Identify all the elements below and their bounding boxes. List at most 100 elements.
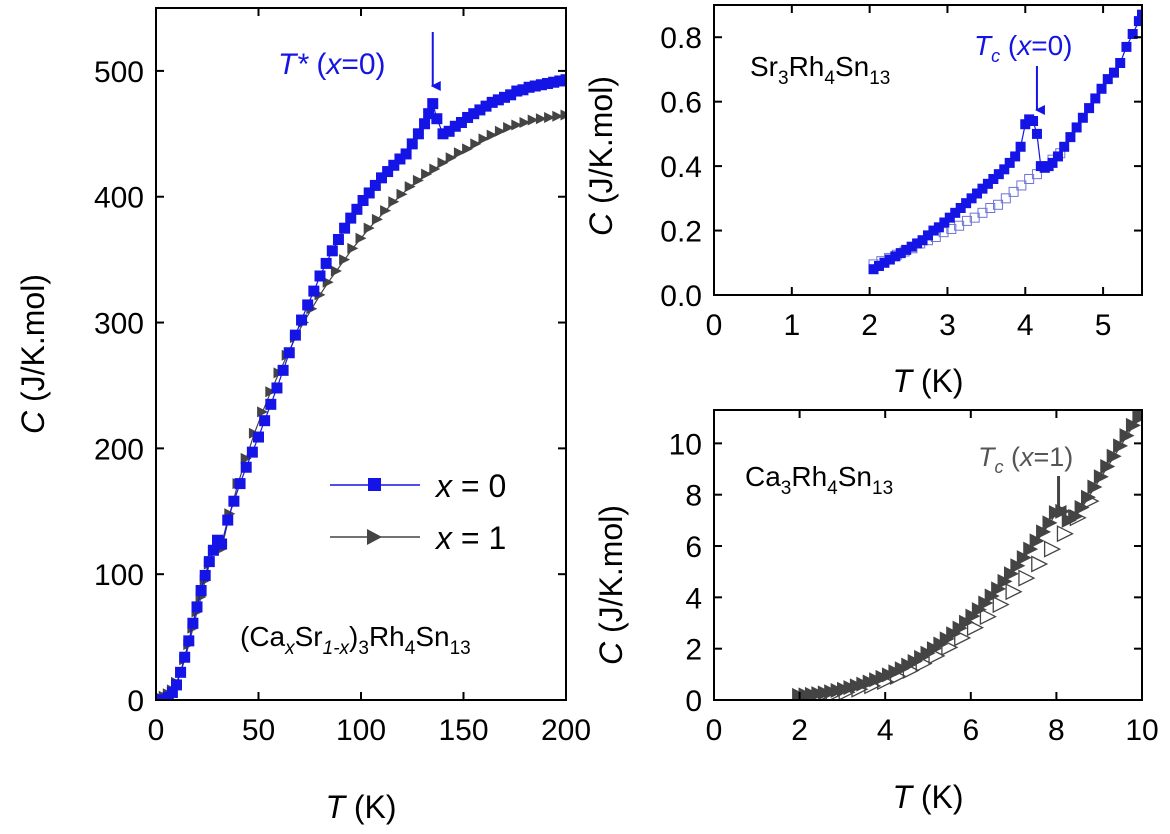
data-point [330, 265, 342, 277]
data-point [966, 619, 985, 637]
data-point [427, 98, 439, 110]
y-tick-label: 6 [685, 531, 702, 564]
x-tick-label: 8 [1048, 714, 1065, 747]
data-point [928, 225, 939, 236]
data-point [246, 446, 258, 458]
series-line [160, 79, 566, 700]
data-point [363, 187, 375, 199]
data-point [961, 198, 972, 209]
data-point [207, 544, 219, 556]
left-plot-area [156, 74, 566, 700]
series-0 [868, 9, 1142, 275]
data-point [873, 261, 884, 271]
data-point [240, 452, 252, 464]
data-point [997, 573, 1013, 589]
data-point [320, 257, 332, 269]
data-point [923, 230, 933, 241]
y-tick-label: 500 [94, 56, 144, 89]
data-point [400, 148, 412, 160]
data-point [939, 217, 950, 228]
data-point [431, 113, 443, 125]
data-point [429, 163, 441, 175]
data-point [535, 113, 547, 125]
data-point [982, 178, 993, 189]
data-point [326, 245, 338, 257]
data-point [308, 285, 320, 297]
bottom-right-tc-annotation: Tc (x=1) [978, 442, 1073, 477]
data-point [961, 215, 972, 226]
data-point [302, 299, 314, 311]
data-point [1077, 112, 1088, 123]
data-point [992, 595, 1010, 614]
left-compound-label: (CaxSr1-x)3Rh4Sn13 [240, 621, 471, 659]
data-point [1119, 428, 1135, 444]
data-point [1005, 583, 1023, 601]
data-point [449, 120, 461, 132]
data-point [499, 91, 510, 103]
series-0 [156, 74, 566, 700]
left-x-axis-title: T (K) [325, 789, 396, 825]
data-point [933, 222, 944, 233]
data-point [1074, 500, 1090, 516]
data-point [917, 235, 928, 246]
data-point [879, 257, 890, 268]
data-point [979, 608, 997, 626]
data-point [257, 406, 269, 418]
bottom-right-ticks: 0 2 4 6 8 10 0 2 4 6 8 10 [669, 410, 1159, 747]
data-point [277, 364, 289, 376]
data-point [357, 195, 369, 207]
data-point [1004, 157, 1015, 168]
data-point [1036, 524, 1052, 540]
y-tick-label: 0.2 [660, 216, 702, 249]
y-tick-label: 0 [685, 685, 702, 718]
x-tick-label: 150 [438, 714, 488, 747]
data-point [480, 100, 492, 112]
data-point [868, 264, 879, 275]
data-point [1071, 122, 1082, 133]
data-point [519, 116, 531, 128]
data-point [462, 143, 474, 155]
data-point [468, 108, 480, 120]
data-point [371, 213, 383, 225]
data-point [183, 635, 195, 647]
data-point [511, 85, 523, 97]
data-point [1056, 525, 1074, 543]
data-point [363, 222, 375, 234]
data-point [1090, 93, 1101, 104]
left-frame [155, 7, 567, 701]
top-right-plot-area [868, 9, 1142, 275]
bottom-right-plot-area [792, 410, 1142, 700]
series-1 [800, 492, 1100, 700]
data-point [1010, 558, 1026, 574]
data-point [1093, 469, 1109, 485]
data-point [991, 581, 1007, 597]
data-point [339, 254, 351, 266]
data-point [486, 96, 498, 108]
x-tick-label: 50 [242, 714, 275, 747]
data-point [542, 77, 554, 89]
data-point [253, 431, 264, 443]
data-point [199, 569, 211, 581]
data-point [527, 114, 539, 126]
data-point [453, 147, 465, 159]
data-point [234, 478, 246, 490]
data-point [380, 205, 392, 217]
data-point [511, 119, 523, 131]
data-point [548, 76, 560, 88]
data-point [314, 270, 326, 282]
data-point [404, 181, 416, 193]
data-point [296, 314, 308, 326]
series-0 [792, 410, 1142, 700]
data-point [1125, 417, 1141, 433]
data-point [988, 174, 999, 184]
x-tick-label: 200 [541, 714, 591, 747]
data-point [890, 251, 901, 262]
x-tick-label: 2 [861, 309, 878, 342]
data-point [195, 585, 207, 597]
data-point [462, 111, 474, 123]
x-tick-label: 2 [791, 714, 808, 747]
bottom-right-x-axis-title: T (K) [892, 779, 963, 815]
data-point [355, 232, 367, 244]
data-point [1059, 141, 1070, 152]
top-right-x-axis-title: T (K) [892, 363, 963, 399]
